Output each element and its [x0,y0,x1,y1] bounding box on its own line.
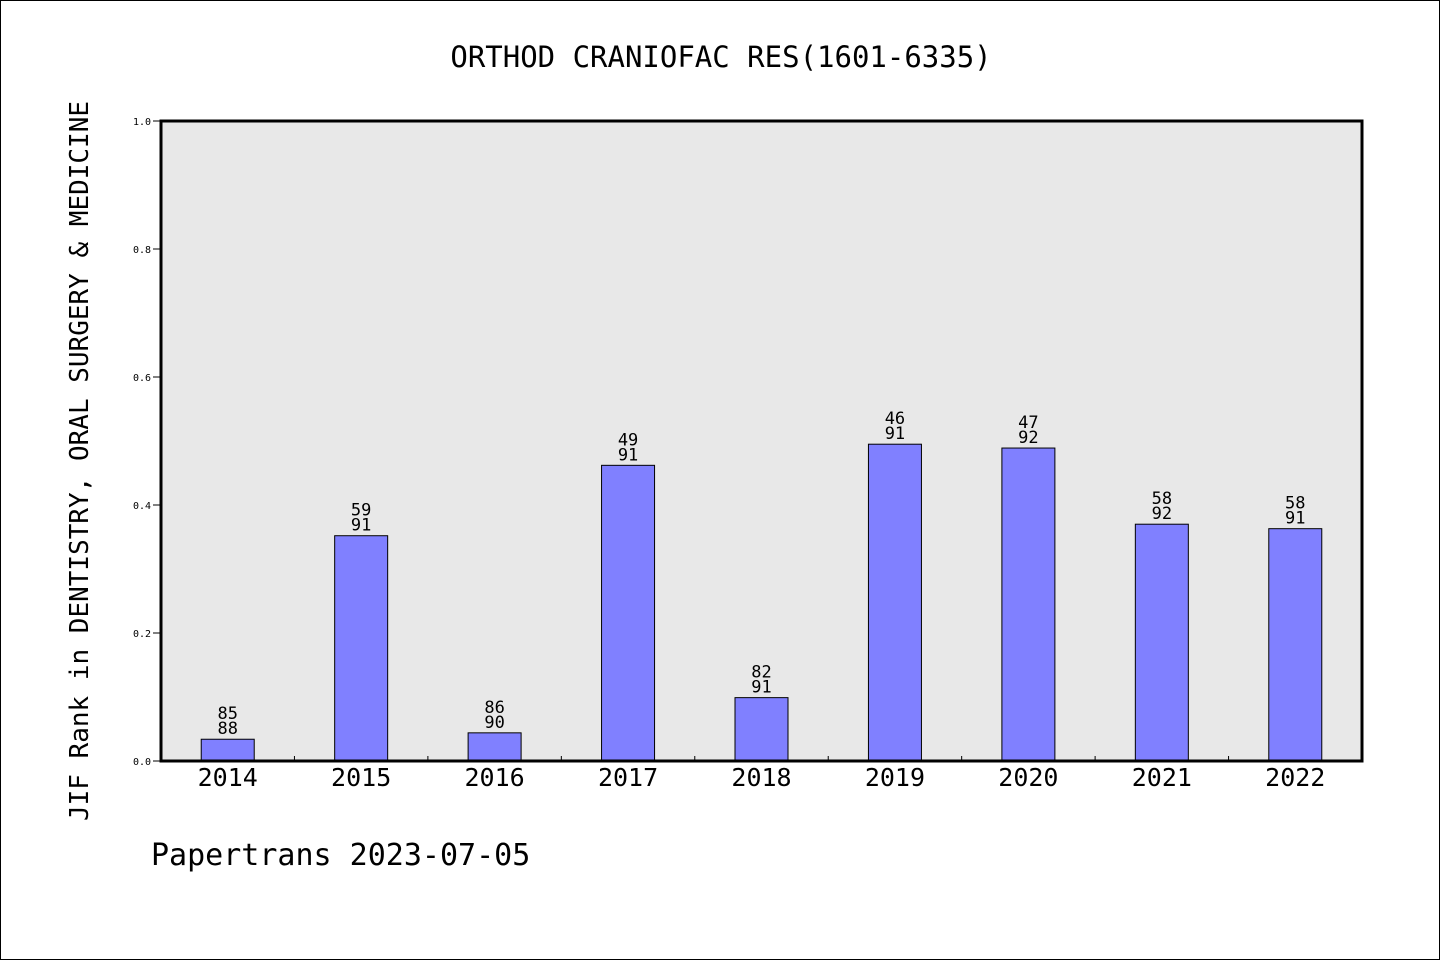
bar-total-label: 91 [885,424,905,444]
bar-2016 [467,732,522,762]
chart-title: ORTHOD CRANIOFAC RES(1601-6335) [450,40,991,74]
x-ticks-group: 2014 2015 2016 2017 2018 2019 2020 2021 2022 [198,756,1325,792]
footer-text: Papertrans 2023-07-05 [151,838,530,873]
bar-total-label: 91 [618,445,638,465]
plot-border [159,119,1364,763]
bar-rank-label: 46 [885,409,905,429]
bar-total-label: 91 [1285,509,1305,529]
bar-2021 [1134,523,1189,762]
y-axis-label: JIF Rank in DENTISTRY, ORAL SURGERY & ME… [65,101,95,821]
bar-rank-label: 47 [1018,413,1038,433]
x-tick-label: 2022 [1265,763,1325,792]
bar-total-label: 91 [351,516,371,536]
x-tick-label: 2015 [331,763,391,792]
bar-2014 [200,738,255,762]
bar-2015 [334,535,389,762]
bar-rank-label: 58 [1152,489,1172,509]
bar-total-label: 90 [484,713,504,733]
y-tick-label: 0.0 [133,757,151,768]
bar-total-label: 91 [751,678,771,698]
x-tick-label: 2016 [465,763,525,792]
x-tick-label: 2021 [1132,763,1192,792]
y-tick-label: 1.0 [133,117,151,128]
bar-rank-label: 85 [217,704,237,724]
x-tick-label: 2019 [865,763,925,792]
bar-rank-label: 86 [484,698,504,718]
bar-total-label: 92 [1018,428,1038,448]
x-tick-label: 2014 [198,763,258,792]
x-tick-label: 2020 [998,763,1058,792]
bar-2020 [1001,447,1056,762]
bar-2018 [734,697,789,762]
bar-2022 [1268,528,1323,762]
bar-rank-label: 49 [618,430,638,450]
y-ticks-group: 0.0 0.2 0.4 0.6 0.8 1.0 [133,117,161,768]
x-tick-label: 2017 [598,763,658,792]
y-tick-label: 0.4 [133,501,151,512]
bar-2019 [867,443,922,762]
bar-total-label: 88 [217,719,237,739]
bar-rank-label: 58 [1285,494,1305,514]
bar-2017 [601,464,656,762]
x-tick-label: 2018 [731,763,791,792]
y-tick-label: 0.2 [133,629,151,640]
y-tick-label: 0.8 [133,245,151,256]
bar-rank-label: 82 [751,663,771,683]
y-tick-label: 0.6 [133,373,151,384]
bar-total-label: 92 [1152,504,1172,524]
bar-rank-label: 59 [351,501,371,521]
